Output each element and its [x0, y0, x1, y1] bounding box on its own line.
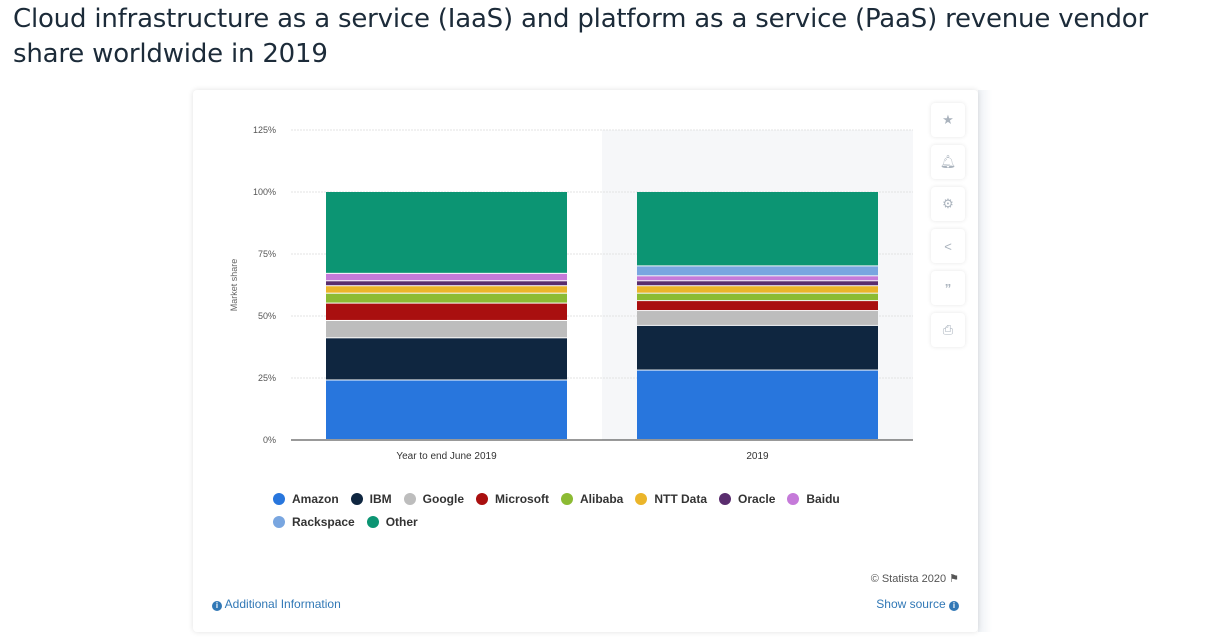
y-tick-label: 75% — [258, 249, 276, 259]
bar-segment-ibm[interactable] — [326, 338, 567, 380]
legend-item[interactable]: Oracle — [719, 487, 775, 510]
bar-segment-ntt-data[interactable] — [637, 286, 878, 293]
share-icon[interactable]: < — [931, 229, 965, 263]
y-axis-title: Market share — [229, 259, 239, 312]
legend-dot — [719, 492, 732, 505]
bar-segment-rackspace[interactable] — [637, 266, 878, 276]
legend-item[interactable]: NTT Data — [635, 487, 707, 510]
sidebar-shadow — [978, 90, 992, 632]
bar-segment-ntt-data[interactable] — [326, 286, 567, 293]
legend-dot — [561, 492, 574, 505]
legend-label: Baidu — [806, 491, 840, 506]
copyright[interactable]: © Statista 2020 ⚑ — [871, 572, 959, 585]
legend-item[interactable]: Google — [403, 487, 465, 510]
info-icon: i — [949, 601, 959, 611]
bar-segment-other[interactable] — [326, 192, 567, 273]
bar-segment-ibm[interactable] — [637, 325, 878, 370]
legend-label: Alibaba — [580, 491, 624, 506]
y-tick-label: 50% — [258, 311, 276, 321]
bar-segment-other[interactable] — [637, 192, 878, 266]
legend-item[interactable]: Baidu — [787, 487, 840, 510]
flag-icon: ⚑ — [949, 573, 959, 585]
bar-segment-amazon[interactable] — [326, 380, 567, 439]
legend-item[interactable]: IBM — [350, 487, 392, 510]
bar-segment-oracle[interactable] — [326, 281, 567, 286]
legend-item[interactable]: Other — [366, 510, 418, 533]
x-tick-label: Year to end June 2019 — [396, 451, 497, 462]
star-icon[interactable]: ★ — [931, 103, 965, 137]
legend-dot — [350, 492, 363, 505]
copyright-text: © Statista 2020 — [870, 573, 947, 585]
legend-item[interactable]: Rackspace — [273, 510, 355, 533]
page-title: Cloud infrastructure as a service (IaaS)… — [13, 4, 1148, 69]
bar-segment-google[interactable] — [637, 311, 878, 325]
bar-segment-alibaba[interactable] — [637, 293, 878, 301]
bar-segment-baidu[interactable] — [637, 276, 878, 281]
y-tick-label: 25% — [258, 373, 276, 383]
quote-icon[interactable]: ” — [931, 271, 965, 305]
additional-information-text: Additional Information — [224, 597, 341, 611]
bar-segment-microsoft[interactable] — [326, 303, 567, 320]
bar-segment-alibaba[interactable] — [326, 293, 567, 303]
y-tick-label: 0% — [263, 435, 276, 445]
legend-dot — [366, 515, 379, 528]
additional-information-link[interactable]: i Additional Information — [212, 597, 341, 611]
bell-icon[interactable]: 🔔︎ — [931, 145, 965, 179]
legend-dot — [476, 492, 489, 505]
legend-label: Microsoft — [495, 491, 550, 506]
legend-dot — [635, 492, 648, 505]
legend-label: NTT Data — [654, 491, 708, 506]
show-source-link[interactable]: Show source i — [876, 597, 959, 611]
legend-label: Oracle — [738, 491, 776, 506]
x-tick-label: 2019 — [746, 451, 769, 462]
bar-segment-baidu[interactable] — [326, 273, 567, 281]
legend-item[interactable]: Amazon — [273, 487, 339, 510]
bar-segment-oracle[interactable] — [637, 281, 878, 286]
legend-label: Rackspace — [292, 514, 355, 529]
legend-dot — [787, 492, 800, 505]
legend-item[interactable]: Alibaba — [561, 487, 623, 510]
legend-dot — [403, 492, 416, 505]
gear-icon[interactable]: ⚙ — [931, 187, 965, 221]
bar-segment-amazon[interactable] — [637, 370, 878, 439]
legend-label: Google — [422, 491, 465, 506]
info-icon: i — [212, 601, 222, 611]
y-tick-label: 100% — [253, 187, 276, 197]
legend-dot — [273, 515, 285, 528]
legend-item[interactable]: Microsoft — [476, 487, 549, 510]
bar-segment-google[interactable] — [326, 320, 567, 338]
legend-label: Other — [385, 514, 418, 529]
legend-dot — [273, 492, 285, 505]
legend-label: IBM — [369, 491, 392, 506]
legend-label: Amazon — [292, 491, 339, 506]
legend: Amazon IBM Google Microsoft Alibaba NTT Data O… — [273, 487, 913, 533]
bar-segment-microsoft[interactable] — [637, 301, 878, 311]
y-tick-label: 125% — [253, 125, 276, 135]
show-source-text: Show source — [876, 597, 946, 611]
print-icon[interactable]: ⎙ — [931, 313, 965, 347]
